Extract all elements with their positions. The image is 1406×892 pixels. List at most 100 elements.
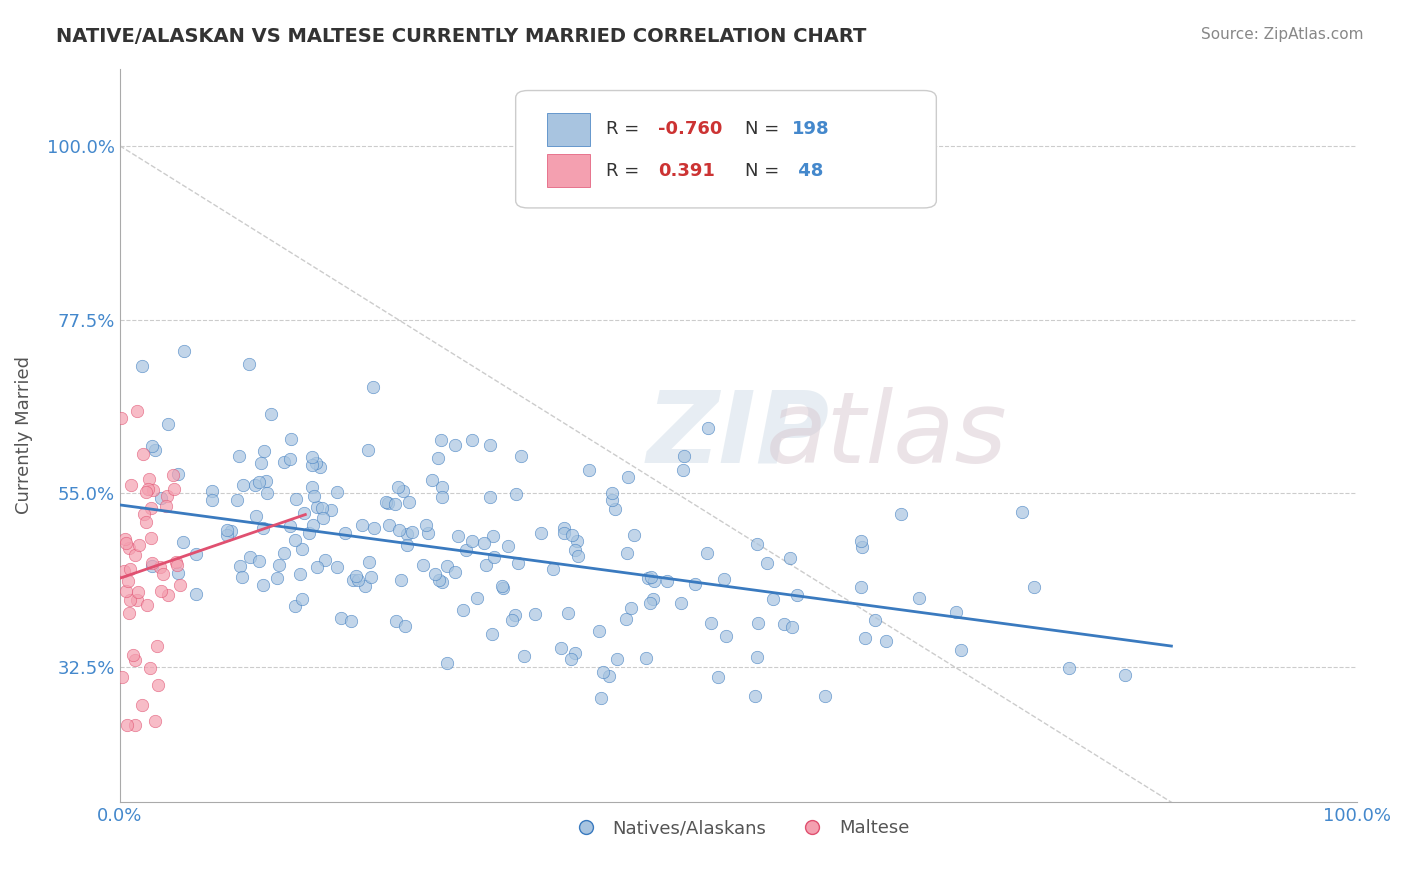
- Natives/Alaskans: [412, 558, 434, 572]
- Maltese: [139, 501, 162, 516]
- Natives/Alaskans: [786, 588, 808, 602]
- Natives/Alaskans: [344, 569, 367, 583]
- Natives/Alaskans: [745, 537, 768, 551]
- Maltese: [120, 561, 142, 575]
- Text: 198: 198: [792, 120, 830, 137]
- Legend: Natives/Alaskans, Maltese: Natives/Alaskans, Maltese: [561, 812, 917, 845]
- Natives/Alaskans: [606, 651, 628, 665]
- Natives/Alaskans: [478, 490, 501, 504]
- Natives/Alaskans: [432, 481, 454, 495]
- Natives/Alaskans: [553, 521, 575, 535]
- Natives/Alaskans: [401, 524, 423, 539]
- Text: N =: N =: [745, 162, 785, 180]
- Natives/Alaskans: [427, 450, 450, 465]
- Natives/Alaskans: [254, 474, 277, 488]
- Natives/Alaskans: [600, 486, 623, 500]
- Natives/Alaskans: [247, 554, 270, 568]
- Natives/Alaskans: [623, 528, 645, 542]
- Natives/Alaskans: [643, 574, 665, 588]
- Natives/Alaskans: [567, 549, 589, 563]
- Natives/Alaskans: [253, 443, 276, 458]
- Natives/Alaskans: [561, 528, 583, 542]
- Natives/Alaskans: [398, 494, 420, 508]
- Natives/Alaskans: [1024, 580, 1046, 594]
- Maltese: [131, 698, 153, 712]
- Natives/Alaskans: [201, 492, 224, 507]
- Natives/Alaskans: [530, 526, 553, 541]
- Natives/Alaskans: [696, 420, 718, 434]
- Natives/Alaskans: [374, 495, 396, 509]
- Natives/Alaskans: [614, 612, 637, 626]
- Natives/Alaskans: [157, 417, 180, 432]
- Natives/Alaskans: [1011, 505, 1033, 519]
- Natives/Alaskans: [305, 456, 328, 470]
- Natives/Alaskans: [378, 518, 401, 533]
- Natives/Alaskans: [707, 670, 730, 684]
- Natives/Alaskans: [346, 574, 368, 588]
- Natives/Alaskans: [672, 463, 695, 477]
- FancyBboxPatch shape: [516, 90, 936, 208]
- Text: atlas: atlas: [766, 387, 1008, 483]
- Maltese: [169, 577, 191, 591]
- Natives/Alaskans: [301, 458, 323, 472]
- Natives/Alaskans: [201, 483, 224, 498]
- Natives/Alaskans: [229, 558, 252, 573]
- Natives/Alaskans: [447, 529, 470, 543]
- Natives/Alaskans: [1114, 667, 1136, 681]
- Text: N =: N =: [745, 120, 785, 137]
- Natives/Alaskans: [782, 620, 804, 634]
- Natives/Alaskans: [481, 627, 503, 641]
- Natives/Alaskans: [278, 452, 301, 467]
- Natives/Alaskans: [415, 517, 437, 532]
- Natives/Alaskans: [423, 567, 446, 582]
- Maltese: [150, 584, 173, 599]
- Maltese: [138, 661, 160, 675]
- Natives/Alaskans: [266, 570, 288, 584]
- Natives/Alaskans: [335, 526, 357, 541]
- Maltese: [162, 467, 184, 482]
- Maltese: [136, 482, 159, 496]
- Text: R =: R =: [606, 120, 645, 137]
- Maltese: [156, 490, 179, 504]
- Natives/Alaskans: [360, 570, 382, 584]
- Natives/Alaskans: [267, 558, 290, 572]
- Natives/Alaskans: [474, 558, 496, 573]
- Natives/Alaskans: [620, 600, 643, 615]
- Maltese: [117, 574, 139, 588]
- Text: R =: R =: [606, 162, 645, 180]
- Maltese: [114, 584, 136, 599]
- Natives/Alaskans: [141, 559, 163, 574]
- Natives/Alaskans: [363, 521, 385, 535]
- Natives/Alaskans: [851, 580, 873, 594]
- Maltese: [114, 533, 136, 547]
- Natives/Alaskans: [252, 521, 274, 535]
- Natives/Alaskans: [588, 624, 610, 638]
- Maltese: [118, 592, 141, 607]
- Natives/Alaskans: [238, 357, 260, 371]
- Natives/Alaskans: [598, 669, 620, 683]
- Natives/Alaskans: [685, 577, 707, 591]
- Text: -0.760: -0.760: [658, 120, 723, 137]
- Natives/Alaskans: [616, 546, 638, 560]
- Natives/Alaskans: [166, 566, 188, 580]
- Natives/Alaskans: [319, 502, 342, 516]
- Natives/Alaskans: [215, 527, 238, 541]
- Natives/Alaskans: [184, 548, 207, 562]
- Natives/Alaskans: [302, 517, 325, 532]
- Natives/Alaskans: [436, 656, 458, 670]
- Natives/Alaskans: [330, 611, 353, 625]
- Natives/Alaskans: [747, 615, 769, 630]
- Natives/Alaskans: [145, 442, 167, 457]
- Natives/Alaskans: [284, 533, 307, 547]
- Natives/Alaskans: [301, 450, 323, 465]
- Maltese: [110, 410, 132, 425]
- Natives/Alaskans: [311, 501, 333, 516]
- Natives/Alaskans: [564, 542, 586, 557]
- Natives/Alaskans: [605, 501, 627, 516]
- Text: 48: 48: [792, 162, 823, 180]
- Maltese: [166, 558, 188, 572]
- Natives/Alaskans: [252, 577, 274, 591]
- Maltese: [125, 404, 148, 418]
- Natives/Alaskans: [226, 493, 249, 508]
- Natives/Alaskans: [950, 642, 973, 657]
